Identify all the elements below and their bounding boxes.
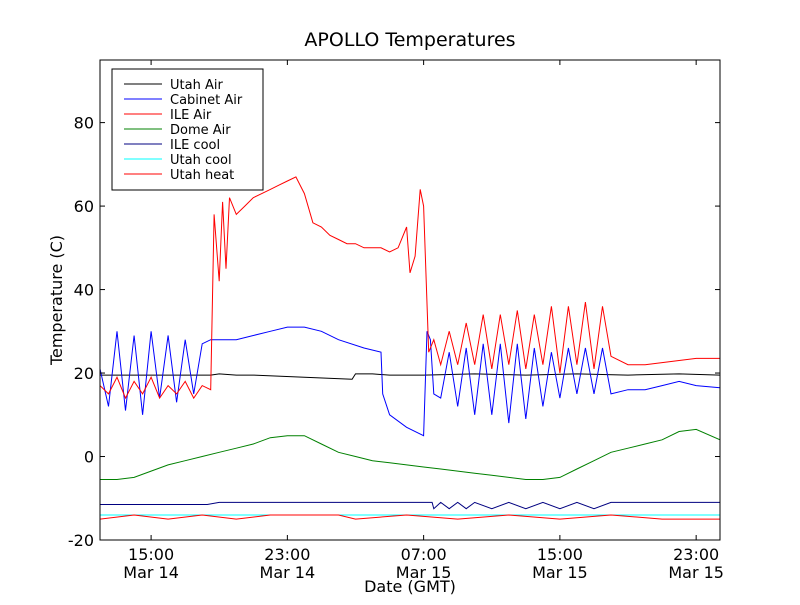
series-line-cabinet-air: [100, 326, 720, 437]
y-tick-label: 80: [74, 114, 94, 133]
plot-frame: [99, 59, 721, 541]
y-tick-label: -20: [68, 531, 94, 550]
legend-label-utah-cool: Utah cool: [170, 153, 232, 168]
plot-area: [100, 176, 720, 520]
chart-title: APOLLO Temperatures: [304, 29, 515, 51]
x-tick-label-time: 15:00: [537, 545, 583, 564]
legend-label-utah-air: Utah Air: [170, 78, 223, 93]
x-tick-label-date: Mar 14: [260, 563, 316, 582]
series-line-ile-cool: [100, 501, 720, 510]
legend-label-dome-air: Dome Air: [170, 123, 231, 138]
series-line-dome-air: [100, 428, 720, 480]
series-line-utah-air: [100, 373, 720, 380]
legend-label-ile-air: ILE Air: [170, 108, 212, 123]
x-tick-label-date: Mar 14: [123, 563, 179, 582]
y-tick-label: 20: [74, 364, 94, 383]
x-tick-label-date: Mar 15: [532, 563, 588, 582]
y-tick-label: 40: [74, 281, 94, 300]
x-tick-label-time: 23:00: [673, 545, 719, 564]
x-tick-label-date: Mar 15: [396, 563, 452, 582]
y-axis: -20 0 20 40 60 80: [68, 114, 720, 550]
x-tick-label-date: Mar 15: [668, 563, 724, 582]
x-tick-label-time: 07:00: [401, 545, 447, 564]
series-line-ile-air: [100, 176, 720, 400]
y-axis-label: Temperature (C): [47, 235, 66, 366]
y-tick-label: 0: [84, 448, 94, 467]
legend-label-utah-heat: Utah heat: [170, 168, 234, 183]
x-tick-label-time: 23:00: [264, 545, 310, 564]
legend-label-ile-cool: ILE cool: [170, 138, 220, 153]
x-tick-label-time: 15:00: [128, 545, 174, 564]
legend-label-cabinet-air: Cabinet Air: [170, 93, 243, 108]
x-axis-label: Date (GMT): [364, 577, 456, 596]
series-line-utah-heat: [100, 514, 720, 520]
y-tick-label: 60: [74, 197, 94, 216]
